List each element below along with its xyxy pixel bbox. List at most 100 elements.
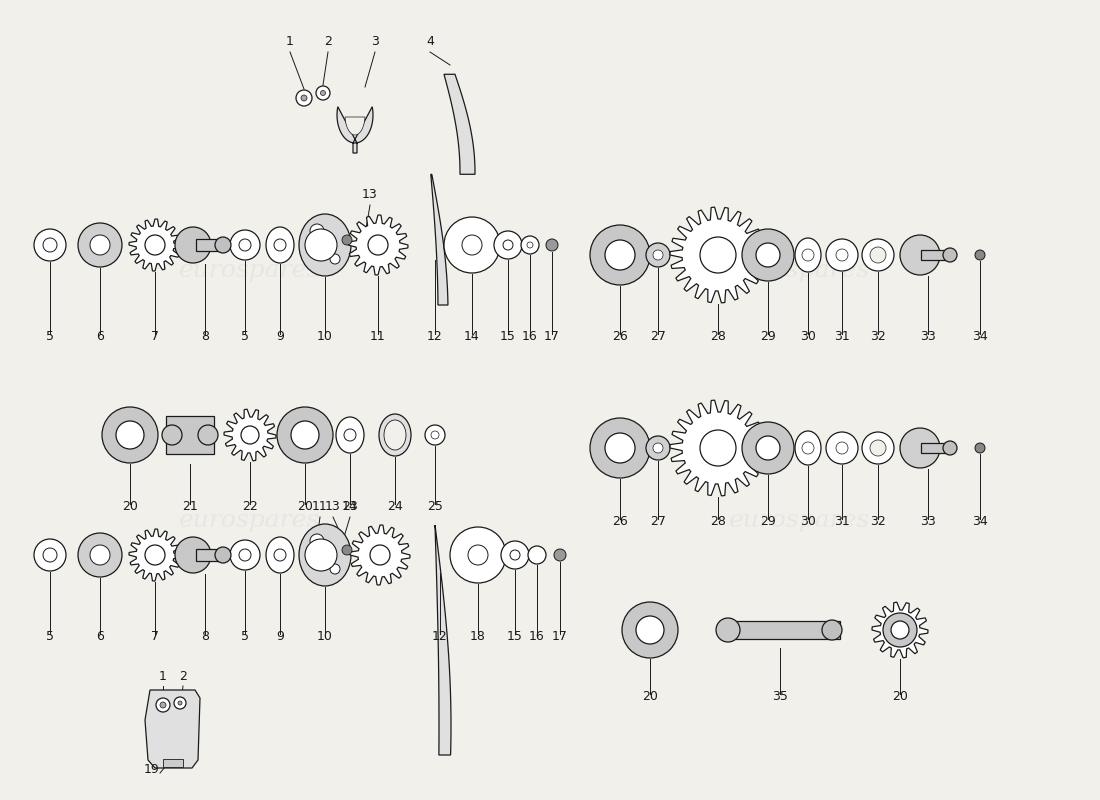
Polygon shape [145, 690, 200, 768]
Circle shape [368, 235, 388, 255]
Ellipse shape [795, 238, 821, 272]
Text: 16: 16 [529, 630, 544, 643]
Text: 13: 13 [362, 188, 378, 201]
Circle shape [230, 540, 260, 570]
Circle shape [870, 440, 886, 456]
Text: 9: 9 [276, 330, 284, 343]
Text: 32: 32 [870, 330, 886, 343]
Circle shape [590, 418, 650, 478]
Text: 8: 8 [201, 330, 209, 343]
Text: 29: 29 [760, 515, 775, 528]
Circle shape [605, 240, 635, 270]
Circle shape [175, 227, 211, 263]
Polygon shape [350, 525, 410, 585]
Circle shape [802, 442, 814, 454]
Polygon shape [872, 602, 928, 658]
Bar [921, 443, 952, 453]
Polygon shape [670, 207, 766, 303]
Bar [166, 416, 214, 454]
Circle shape [621, 602, 678, 658]
Circle shape [214, 547, 231, 563]
Circle shape [316, 86, 330, 100]
Text: 5: 5 [241, 630, 249, 643]
Circle shape [43, 238, 57, 252]
Circle shape [756, 436, 780, 460]
Text: 11: 11 [370, 330, 386, 343]
Bar [196, 239, 224, 251]
Polygon shape [444, 74, 475, 174]
Ellipse shape [795, 431, 821, 465]
Circle shape [891, 621, 909, 639]
Text: 4: 4 [426, 35, 433, 48]
Circle shape [78, 223, 122, 267]
Text: 17: 17 [544, 330, 560, 343]
Text: 30: 30 [800, 330, 816, 343]
Circle shape [274, 549, 286, 561]
Circle shape [90, 235, 110, 255]
Circle shape [510, 550, 520, 560]
Circle shape [90, 545, 110, 565]
Circle shape [145, 235, 165, 255]
Polygon shape [348, 215, 408, 275]
Circle shape [836, 442, 848, 454]
Circle shape [900, 235, 940, 275]
Circle shape [160, 702, 166, 708]
Circle shape [500, 541, 529, 569]
Circle shape [870, 247, 886, 263]
Circle shape [468, 545, 488, 565]
Ellipse shape [299, 524, 351, 586]
Text: 9: 9 [276, 630, 284, 643]
Circle shape [241, 426, 258, 444]
Text: 14: 14 [464, 330, 480, 343]
Circle shape [342, 545, 352, 555]
Text: eurospares: eurospares [179, 509, 320, 531]
Text: eurospares: eurospares [179, 258, 320, 282]
Circle shape [494, 231, 522, 259]
Ellipse shape [266, 227, 294, 263]
Text: 1: 1 [286, 35, 294, 48]
Text: 26: 26 [612, 330, 628, 343]
Circle shape [145, 545, 165, 565]
Circle shape [862, 432, 894, 464]
Text: 10: 10 [317, 630, 333, 643]
Circle shape [230, 230, 260, 260]
Text: 27: 27 [650, 515, 666, 528]
Circle shape [178, 701, 182, 705]
Circle shape [174, 697, 186, 709]
Circle shape [301, 95, 307, 101]
Text: 20: 20 [297, 500, 312, 513]
Circle shape [330, 564, 340, 574]
Text: 14: 14 [342, 500, 358, 513]
Circle shape [431, 431, 439, 439]
Text: 31: 31 [834, 515, 850, 528]
Polygon shape [431, 174, 448, 305]
Circle shape [590, 225, 650, 285]
Ellipse shape [299, 214, 351, 276]
Circle shape [239, 549, 251, 561]
Circle shape [310, 224, 324, 238]
Text: 23: 23 [342, 500, 358, 513]
Circle shape [344, 429, 356, 441]
Text: 13: 13 [326, 500, 341, 513]
Text: 12: 12 [432, 630, 448, 643]
Circle shape [605, 433, 635, 463]
Circle shape [975, 443, 984, 453]
Circle shape [310, 534, 324, 548]
Circle shape [305, 539, 337, 571]
Text: 3: 3 [371, 35, 378, 48]
Text: 5: 5 [241, 330, 249, 343]
Text: eurospares: eurospares [729, 258, 870, 282]
Text: 28: 28 [711, 515, 726, 528]
Circle shape [862, 239, 894, 271]
Text: 26: 26 [612, 515, 628, 528]
Text: 7: 7 [151, 330, 160, 343]
Circle shape [826, 432, 858, 464]
Circle shape [700, 430, 736, 466]
Ellipse shape [336, 417, 364, 453]
Text: 32: 32 [870, 515, 886, 528]
Text: 2: 2 [324, 35, 332, 48]
Text: 20: 20 [642, 690, 658, 703]
Circle shape [653, 250, 663, 260]
Circle shape [450, 527, 506, 583]
Circle shape [156, 698, 170, 712]
